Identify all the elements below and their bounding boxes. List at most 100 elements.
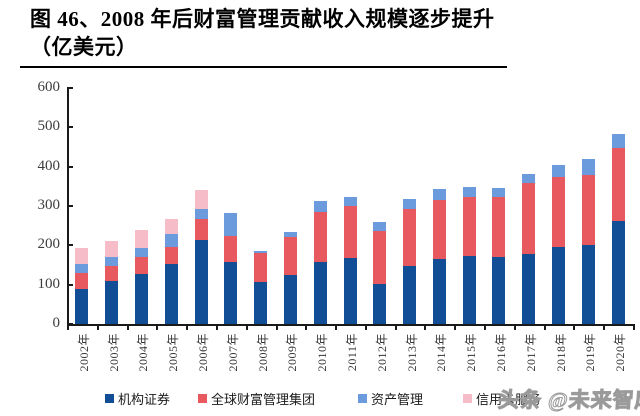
x-axis-tick bbox=[573, 325, 576, 330]
bar-segment-机构证券 bbox=[343, 257, 357, 324]
bar-segment-机构证券 bbox=[224, 261, 238, 324]
bar-segment-机构证券 bbox=[403, 265, 417, 324]
y-axis-tick-label: 0 bbox=[52, 315, 61, 331]
bar-2018年 bbox=[552, 164, 566, 324]
x-axis-label: 2003年 bbox=[106, 333, 121, 372]
bar-2014年 bbox=[432, 189, 446, 324]
bar-2007年 bbox=[224, 213, 238, 324]
bar-segment-资产管理 bbox=[432, 189, 446, 200]
bar-2005年 bbox=[164, 218, 178, 324]
x-axis-tick bbox=[215, 325, 218, 330]
y-axis-tick-label: 300 bbox=[37, 197, 61, 213]
x-axis-tick bbox=[484, 325, 487, 330]
y-axis-tick bbox=[67, 126, 73, 129]
legend-swatch bbox=[198, 394, 207, 403]
x-axis-label: 2004年 bbox=[136, 333, 151, 372]
x-axis-tick bbox=[275, 325, 278, 330]
y-axis-tick-label: 100 bbox=[37, 275, 61, 292]
bar-segment-资产管理 bbox=[522, 174, 536, 184]
x-axis-tick bbox=[454, 325, 457, 330]
x-axis-label: 2016年 bbox=[493, 333, 508, 372]
bar-segment-资产管理 bbox=[134, 248, 148, 258]
bar-segment-资产管理 bbox=[224, 213, 238, 237]
x-axis-label: 2011年 bbox=[345, 333, 359, 372]
x-axis-label: 2005年 bbox=[166, 333, 181, 372]
bar-segment-机构证券 bbox=[134, 273, 148, 324]
bar-segment-信用卡服务 bbox=[134, 230, 148, 249]
x-axis-tick bbox=[394, 325, 397, 330]
legend-swatch bbox=[105, 394, 114, 403]
bar-2017年 bbox=[522, 174, 536, 324]
legend-label: 资产管理 bbox=[371, 392, 424, 407]
bar-2015年 bbox=[462, 186, 476, 324]
figure-title-line1: 图 46、2008 年后财富管理贡献收入规模逐步提升 bbox=[30, 7, 495, 31]
legend-swatch bbox=[358, 394, 367, 403]
y-axis-tick-label: 400 bbox=[37, 157, 61, 174]
bar-segment-资产管理 bbox=[403, 198, 417, 210]
legend-label: 信用卡服务 bbox=[476, 392, 542, 407]
watermark: 头条 @未来智库 bbox=[497, 388, 640, 413]
bar-segment-机构证券 bbox=[194, 239, 208, 324]
x-axis-tick bbox=[543, 325, 546, 330]
x-axis-label: 2012年 bbox=[374, 333, 389, 372]
x-axis-tick bbox=[424, 325, 427, 330]
x-axis-label: 2007年 bbox=[225, 333, 240, 372]
x-axis-label: 2009年 bbox=[285, 333, 300, 372]
x-axis-label: 2019年 bbox=[583, 333, 598, 372]
x-axis-label: 2018年 bbox=[553, 333, 568, 372]
bar-2003年 bbox=[105, 241, 119, 324]
figure-title: 图 46、2008 年后财富管理贡献收入规模逐步提升 （亿美元） bbox=[30, 5, 590, 61]
y-axis-tick bbox=[67, 205, 73, 207]
bar-segment-机构证券 bbox=[522, 254, 536, 324]
legend-item-全球财富管理集团: 全球财富管理集团 bbox=[198, 389, 315, 408]
bar-segment-全球财富管理集团 bbox=[522, 183, 536, 254]
title-underline bbox=[20, 66, 507, 68]
bar-segment-资产管理 bbox=[581, 159, 595, 175]
bar-2011年 bbox=[343, 196, 357, 324]
bar-2019年 bbox=[581, 159, 595, 324]
bar-2012年 bbox=[373, 221, 387, 324]
x-axis-tick bbox=[335, 325, 338, 330]
bar-segment-机构证券 bbox=[164, 264, 178, 324]
bar-segment-资产管理 bbox=[462, 186, 476, 197]
legend-label: 全球财富管理集团 bbox=[211, 392, 316, 407]
bar-segment-机构证券 bbox=[254, 281, 268, 324]
x-axis-tick bbox=[364, 325, 367, 330]
bar-segment-全球财富管理集团 bbox=[224, 236, 238, 262]
y-axis-tick bbox=[67, 323, 73, 325]
legend-swatch bbox=[463, 394, 472, 403]
legend-label: 机构证券 bbox=[118, 392, 171, 407]
y-axis-tick-label: 500 bbox=[37, 118, 61, 135]
y-axis-tick bbox=[67, 283, 73, 286]
x-axis-tick bbox=[126, 325, 129, 330]
bar-segment-全球财富管理集团 bbox=[611, 148, 625, 222]
y-axis-tick-label: 200 bbox=[37, 236, 61, 253]
bar-2020年 bbox=[611, 133, 625, 324]
bar-segment-机构证券 bbox=[313, 261, 327, 324]
bar-segment-机构证券 bbox=[552, 246, 566, 324]
x-axis-label: 2008年 bbox=[255, 333, 270, 372]
bar-segment-全球财富管理集团 bbox=[373, 231, 387, 284]
bar-2009年 bbox=[283, 231, 297, 324]
bar-segment-机构证券 bbox=[611, 221, 625, 324]
bar-segment-全球财富管理集团 bbox=[164, 246, 178, 265]
bar-segment-资产管理 bbox=[492, 187, 506, 197]
bar-segment-信用卡服务 bbox=[75, 248, 89, 264]
bar-2002年 bbox=[75, 248, 89, 324]
x-axis-line bbox=[67, 324, 635, 326]
bar-segment-全球财富管理集团 bbox=[313, 212, 327, 262]
bar-segment-全球财富管理集团 bbox=[403, 209, 417, 266]
x-axis-tick bbox=[245, 325, 248, 330]
x-axis-label: 2014年 bbox=[434, 333, 449, 372]
bar-segment-机构证券 bbox=[105, 280, 119, 324]
bar-segment-机构证券 bbox=[373, 283, 387, 324]
y-axis-tick bbox=[67, 165, 73, 168]
x-axis-tick bbox=[603, 325, 606, 330]
x-axis-label: 2017年 bbox=[523, 333, 538, 372]
bar-segment-全球财富管理集团 bbox=[75, 272, 89, 289]
bar-segment-信用卡服务 bbox=[194, 190, 208, 209]
bar-segment-全球财富管理集团 bbox=[581, 174, 595, 245]
y-axis-tick-label: 600 bbox=[37, 79, 61, 95]
